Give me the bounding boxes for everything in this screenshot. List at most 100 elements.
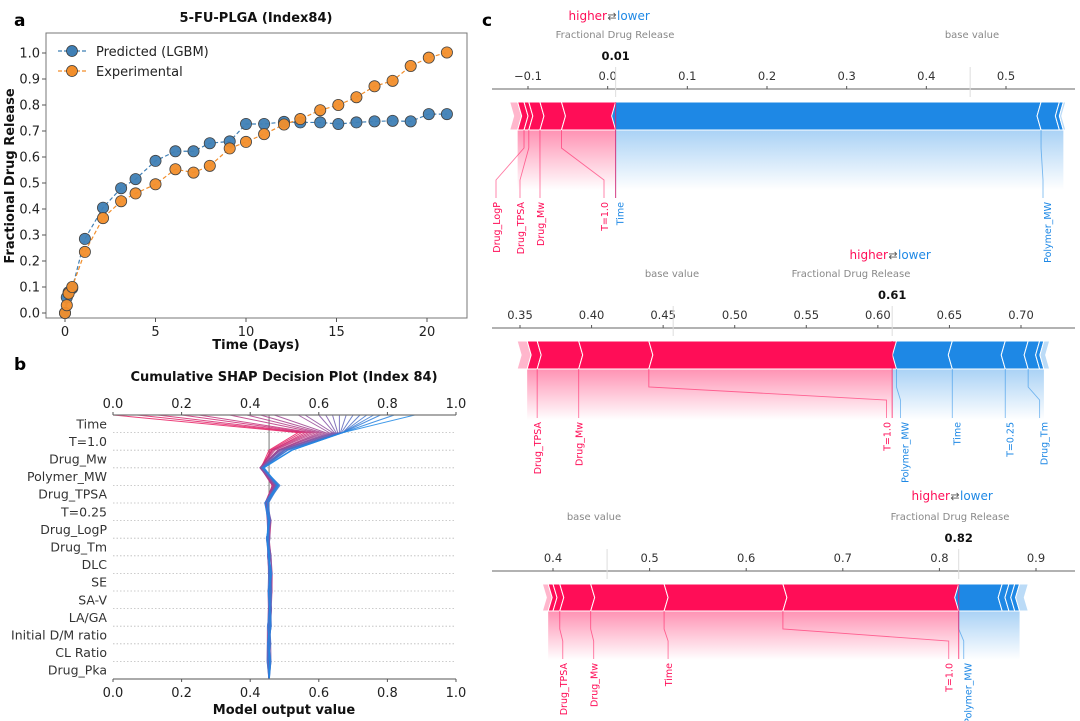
feature-label: Initial D/M ratio <box>11 628 107 643</box>
predicted-point <box>258 117 271 130</box>
feature-leader-line <box>782 611 950 659</box>
legend-experimental-marker <box>66 65 78 77</box>
x-tick-label: 5 <box>151 325 159 340</box>
feature-leader-line <box>519 130 530 198</box>
bottom-tick-label: 0.6 <box>308 686 329 701</box>
feature-label: Drug_Mw <box>49 452 107 467</box>
feature-label: T=1.0 <box>68 434 107 449</box>
positive-shap-segment <box>648 340 901 370</box>
force-tick-label: 0.7 <box>834 551 852 565</box>
feature-label-positive: T=1.0 <box>882 422 893 452</box>
release-xlabel: Time (Days) <box>212 338 299 353</box>
top-tick-label: 0.0 <box>103 397 124 412</box>
feature-leader-line <box>648 369 887 418</box>
experimental-point <box>294 113 307 126</box>
force-tick-label: 0.3 <box>838 69 856 83</box>
decision-axes: 0.0 0.0 0.2 0.2 0.4 0.4 0.6 0.6 0.8 0.8 1.0 1.0 <box>103 397 467 701</box>
decision-plot-title: Cumulative SHAP Decision Plot (Index 84) <box>130 370 437 385</box>
feature-label: Drug_Pka <box>48 663 107 678</box>
force-tick-label: 0.9 <box>1027 551 1045 565</box>
predicted-point <box>332 117 345 130</box>
higher-label: higher <box>569 9 608 23</box>
experimental-point <box>239 135 252 148</box>
positive-shap-segment <box>578 340 654 370</box>
feature-label: DLC <box>82 557 108 572</box>
predicted-point <box>422 108 435 121</box>
bottom-tick-label: 0.4 <box>240 686 261 701</box>
force-tick-label: 0.8 <box>930 551 948 565</box>
force-tick-label: 0.2 <box>758 69 776 83</box>
predicted-point <box>239 117 252 130</box>
y-tick-label: 0.3 <box>19 229 40 244</box>
negative-shap-segment <box>954 583 1003 612</box>
feature-label-negative: Time <box>616 202 627 226</box>
feature-label: Time <box>75 416 107 431</box>
positive-shap-segment <box>536 340 584 370</box>
decision-line <box>246 414 321 680</box>
release-chart-title: 5-FU-PLGA (Index84) <box>180 11 333 26</box>
force-tick-label: 0.6 <box>737 551 755 565</box>
positive-shap-segment <box>560 101 621 131</box>
predicted-line <box>64 113 447 314</box>
negative-shap-segment <box>1039 340 1051 370</box>
y-tick-label: 0.1 <box>19 281 40 296</box>
positive-shap-segment <box>559 583 596 612</box>
panel-letter-a: a <box>14 11 25 31</box>
top-tick-label: 1.0 <box>446 397 467 412</box>
blue-gradient-area <box>615 130 1064 190</box>
feature-label-positive: Drug_TPSA <box>516 202 527 255</box>
experimental-point <box>78 245 91 258</box>
predicted-point <box>368 115 381 128</box>
force-plot-3: higher ⇄ lower Fractional Drug Release base … <box>492 489 1075 721</box>
decision-lines <box>112 414 415 680</box>
force-tick-label: 0.70 <box>1008 308 1034 322</box>
experimental-point <box>97 212 110 225</box>
experimental-point <box>149 178 162 191</box>
experimental-point <box>404 60 417 73</box>
experimental-point <box>258 128 271 141</box>
feature-label-positive: Drug_TPSA <box>559 663 570 716</box>
predicted-point <box>149 154 162 167</box>
x-tick-label: 10 <box>238 325 255 340</box>
feature-label-positive: Drug_TPSA <box>533 422 544 475</box>
release-axis-ticks: 0 5 10 15 20 0.0 0.1 0.2 0.3 0.4 0.5 0.6 0.7 0.8 0.9 1.… <box>19 47 435 341</box>
predicted-point <box>203 137 216 150</box>
positive-shap-segment <box>782 583 964 612</box>
decision-line <box>262 414 395 680</box>
predicted-point <box>350 116 363 129</box>
negative-shap-segment <box>1015 583 1029 612</box>
release-legend: Predicted (LGBM) Experimental <box>58 45 209 80</box>
feature-leader-line <box>590 611 595 659</box>
predicted-point <box>386 114 399 127</box>
force-tick-label: 0.5 <box>640 551 658 565</box>
negative-shap-segment <box>1058 101 1067 131</box>
feature-label-positive: Drug_Mw <box>590 663 601 707</box>
feature-label: Drug_TPSA <box>38 487 107 502</box>
red-gradient-area <box>548 611 959 660</box>
predicted-point <box>404 115 417 128</box>
force-tick-label: 0.0 <box>599 69 617 83</box>
experimental-point <box>350 91 363 104</box>
blue-gradient-area <box>958 611 1020 660</box>
y-tick-label: 0.8 <box>19 99 40 114</box>
red-gradient-area <box>527 369 893 420</box>
force-plot-2: higher ⇄ lower Fractional Drug Release base … <box>492 248 1075 483</box>
experimental-point <box>386 74 399 87</box>
feature-label: Polymer_MW <box>27 469 107 484</box>
y-tick-label: 1.0 <box>19 47 40 62</box>
experimental-point <box>66 280 79 293</box>
force-tick-label: 0.1 <box>678 69 696 83</box>
top-tick-label: 0.8 <box>377 397 398 412</box>
feature-leader-line <box>896 369 901 418</box>
predicted-point <box>440 108 453 121</box>
feature-label-positive: Drug_Mw <box>575 422 586 466</box>
y-tick-label: 0.6 <box>19 151 40 166</box>
x-tick-label: 0 <box>61 325 69 340</box>
decision-xlabel: Model output value <box>213 703 356 718</box>
feature-label-negative: T=0.25 <box>1005 422 1016 458</box>
panel-letter-b: b <box>14 355 26 375</box>
feature-label-positive: T=1.0 <box>600 202 611 232</box>
predicted-point <box>314 116 327 129</box>
output-name-label: Fractional Drug Release <box>792 269 911 280</box>
